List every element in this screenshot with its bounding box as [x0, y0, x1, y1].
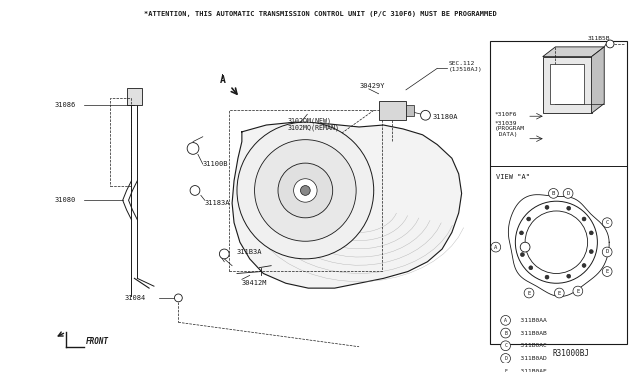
Polygon shape	[543, 47, 604, 57]
Polygon shape	[232, 122, 461, 288]
Circle shape	[524, 288, 534, 298]
Text: A: A	[504, 318, 507, 323]
Text: 30412M: 30412M	[242, 280, 268, 286]
Text: 311B0AC: 311B0AC	[513, 343, 547, 348]
Circle shape	[602, 218, 612, 228]
Text: E: E	[504, 369, 507, 372]
Circle shape	[420, 110, 430, 120]
Circle shape	[500, 353, 511, 363]
Circle shape	[500, 366, 511, 372]
Circle shape	[237, 122, 374, 259]
Circle shape	[255, 140, 356, 241]
Circle shape	[589, 250, 593, 254]
Text: SEC.112
(1J510AJ): SEC.112 (1J510AJ)	[449, 61, 483, 72]
Circle shape	[567, 206, 571, 210]
Text: C: C	[504, 343, 507, 348]
Text: D: D	[605, 250, 609, 254]
Text: 30429Y: 30429Y	[359, 83, 385, 89]
Circle shape	[563, 189, 573, 198]
Text: D: D	[504, 356, 507, 361]
Text: 31084: 31084	[125, 295, 146, 301]
Text: D: D	[566, 191, 570, 196]
Circle shape	[300, 186, 310, 195]
Text: E: E	[557, 291, 561, 295]
Text: E: E	[576, 289, 579, 294]
Circle shape	[500, 328, 511, 338]
Circle shape	[520, 253, 524, 257]
Text: E: E	[605, 269, 609, 274]
Polygon shape	[591, 47, 604, 113]
Text: 311B0AD: 311B0AD	[513, 356, 547, 361]
Text: *310F6: *310F6	[495, 112, 517, 117]
Bar	[543, 57, 591, 113]
Circle shape	[554, 288, 564, 298]
Circle shape	[500, 341, 511, 351]
Circle shape	[278, 163, 333, 218]
Circle shape	[545, 205, 549, 209]
Text: 31180A: 31180A	[433, 114, 458, 120]
Circle shape	[515, 201, 597, 283]
Text: FRONT: FRONT	[86, 337, 109, 346]
Text: C: C	[605, 220, 609, 225]
Text: 31183A: 31183A	[205, 200, 230, 206]
Circle shape	[175, 294, 182, 302]
Circle shape	[602, 247, 612, 257]
Circle shape	[520, 231, 524, 235]
Circle shape	[573, 286, 583, 296]
Circle shape	[220, 249, 229, 259]
Circle shape	[548, 189, 558, 198]
Text: A: A	[220, 75, 225, 85]
Bar	[490, 41, 627, 344]
Text: 31080: 31080	[54, 197, 76, 203]
Circle shape	[567, 274, 571, 278]
Text: *31039
(PROGRAM
 DATA): *31039 (PROGRAM DATA)	[495, 121, 525, 137]
Text: *ATTENTION, THIS AUTOMATIC TRANSMISSION CONTROL UNIT (P/C 310F6) MUST BE PROGRAM: *ATTENTION, THIS AUTOMATIC TRANSMISSION …	[143, 11, 497, 17]
Circle shape	[500, 315, 511, 325]
Text: B: B	[504, 331, 507, 336]
Text: 311B0AE: 311B0AE	[513, 369, 547, 372]
Text: R31000BJ: R31000BJ	[552, 349, 589, 358]
Circle shape	[529, 266, 532, 270]
Circle shape	[602, 267, 612, 276]
Circle shape	[589, 231, 593, 235]
Circle shape	[582, 217, 586, 221]
Text: 3102OM(NEW)
3102MQ(REMAN): 3102OM(NEW) 3102MQ(REMAN)	[288, 117, 340, 131]
Text: B: B	[552, 191, 555, 196]
Text: 311B0AA: 311B0AA	[513, 318, 547, 323]
Circle shape	[294, 179, 317, 202]
Text: VIEW "A": VIEW "A"	[496, 174, 530, 180]
Bar	[379, 100, 406, 120]
Circle shape	[491, 242, 500, 252]
Circle shape	[545, 275, 549, 279]
Bar	[229, 110, 381, 270]
Text: 311B3A: 311B3A	[237, 249, 262, 255]
Text: 31100B: 31100B	[203, 161, 228, 167]
Circle shape	[582, 263, 586, 267]
Bar	[550, 64, 584, 103]
Bar	[406, 105, 414, 116]
Text: A: A	[494, 245, 497, 250]
Circle shape	[187, 142, 199, 154]
Polygon shape	[508, 195, 609, 296]
Circle shape	[525, 211, 588, 273]
Circle shape	[527, 217, 531, 221]
Text: 31086: 31086	[54, 102, 76, 109]
Text: E: E	[527, 291, 531, 295]
Bar	[127, 88, 142, 106]
Circle shape	[190, 186, 200, 195]
Text: 311B0AB: 311B0AB	[513, 331, 547, 336]
Text: 311B5B: 311B5B	[588, 36, 610, 41]
Bar	[110, 98, 131, 186]
Circle shape	[606, 40, 614, 48]
Circle shape	[520, 242, 530, 252]
